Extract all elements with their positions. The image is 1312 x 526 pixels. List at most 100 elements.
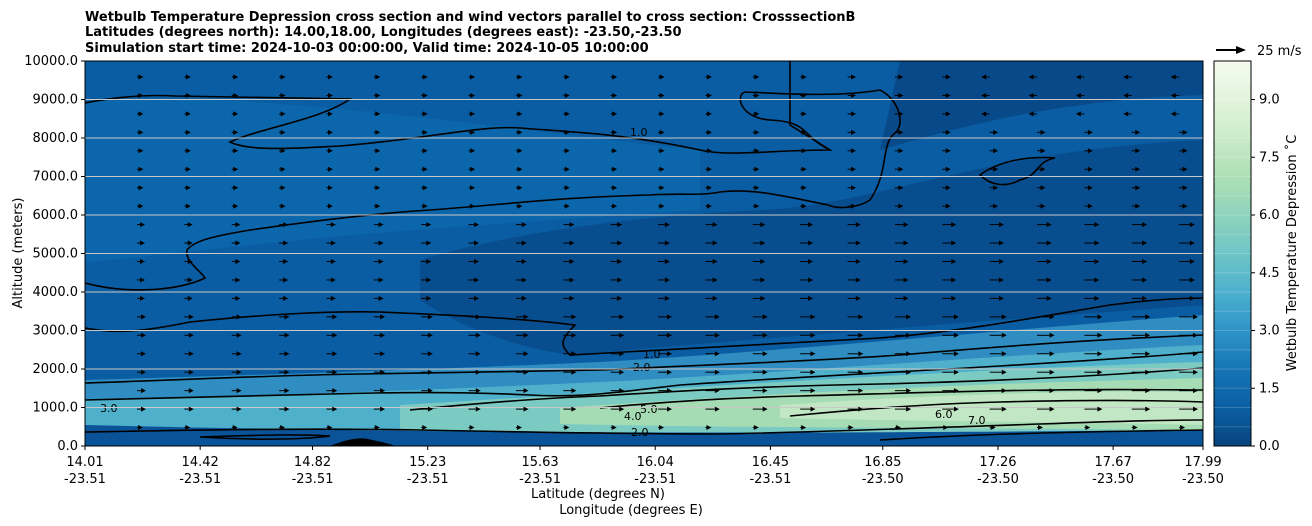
- wind-vector-head: [1180, 425, 1186, 431]
- wind-vector-head: [667, 314, 673, 320]
- wind-vector-head: [470, 166, 476, 172]
- wind-vector-head: [619, 314, 625, 320]
- wind-vector-head: [617, 222, 623, 228]
- wind-vector-head: [236, 388, 242, 394]
- y-gridlines: [85, 99, 1203, 408]
- wind-vector-head: [953, 332, 959, 338]
- wind-vector-head: [1001, 388, 1007, 394]
- wind-vector-head: [422, 425, 428, 431]
- wind-vector-head: [1182, 148, 1188, 154]
- wind-vector-head: [1097, 332, 1103, 338]
- wind-vector-head: [664, 240, 670, 246]
- x-axis-label-longitude: Longitude (degrees E): [559, 503, 703, 518]
- wind-vector-head: [801, 166, 807, 172]
- wind-vector-head: [138, 185, 144, 191]
- wind-vector-head: [851, 74, 857, 80]
- wind-vector-head: [612, 203, 618, 209]
- wind-vector-head: [1049, 351, 1055, 357]
- wind-vector-head: [945, 148, 951, 154]
- colorbar-tick-label: 3.0: [1259, 324, 1280, 339]
- wind-vector-head: [280, 203, 286, 209]
- x-tick-label-latitude: 17.26: [979, 455, 1016, 470]
- wind-vector-head: [943, 425, 949, 431]
- contour-surface-1: [85, 419, 1203, 435]
- wind-vector-head: [1094, 277, 1100, 283]
- wind-vector-head: [981, 74, 987, 80]
- wind-vector-head: [810, 369, 816, 375]
- wind-vector-head: [801, 129, 807, 135]
- wind-vector-head: [141, 406, 146, 412]
- wind-vector-head: [1094, 295, 1100, 301]
- wind-vector-head: [906, 406, 912, 412]
- wind-vector-head: [762, 369, 768, 375]
- wind-vector-head: [378, 295, 384, 301]
- wind-vector-head: [855, 240, 861, 246]
- wind-vector-head: [762, 314, 768, 320]
- wind-vector-head: [851, 111, 857, 117]
- contour-labels: 1.0 1.0 2.0 3.0 4.0 5.0 2.0 6.0 7.0: [100, 126, 986, 439]
- wind-vector-head: [810, 351, 816, 357]
- wind-vector-head: [280, 185, 286, 191]
- wind-vector-head: [619, 406, 625, 412]
- contour-surface-3: [879, 429, 1203, 441]
- contour-3: [85, 351, 1203, 401]
- wind-vector-head: [754, 129, 760, 135]
- wind-vector-head: [801, 74, 807, 80]
- wind-vector-head: [422, 203, 428, 209]
- wind-vector-head: [330, 259, 336, 264]
- wind-vector-head: [138, 148, 144, 154]
- wind-vector-head: [140, 295, 145, 301]
- wind-vector-head: [617, 240, 623, 246]
- wind-vector-head: [327, 92, 333, 98]
- wind-vector-head: [1085, 425, 1091, 431]
- wind-vector-head: [1123, 111, 1129, 117]
- contour-label-5-a: 5.0: [640, 403, 658, 416]
- wind-vector-head: [951, 259, 957, 264]
- x-tick-label-latitude: 14.82: [294, 455, 331, 470]
- wind-vector-head: [332, 406, 338, 412]
- wind-vector-head: [1145, 332, 1151, 338]
- wind-vector-head: [380, 314, 386, 320]
- wind-vector-head: [903, 240, 909, 246]
- wind-vector-head: [855, 222, 861, 228]
- wind-vector-head: [762, 351, 768, 357]
- contour-label-2-b: 2.0: [631, 426, 649, 439]
- wind-vector-head: [330, 295, 336, 301]
- wind-vector-head: [998, 295, 1004, 301]
- wind-vector-head: [188, 406, 194, 412]
- wind-vector-head: [1189, 277, 1195, 283]
- wind-vector-head: [712, 295, 718, 301]
- wind-vector-head: [427, 369, 433, 375]
- wind-vector-head: [619, 388, 625, 394]
- wind-vector-head: [470, 74, 476, 80]
- wind-vector-head: [1193, 369, 1199, 375]
- wind-vector-head: [426, 295, 432, 301]
- wind-vector-head: [667, 388, 673, 394]
- wind-vector-head: [664, 277, 670, 283]
- wind-vector-head: [185, 166, 191, 172]
- wind-vector-head: [1193, 332, 1199, 338]
- wind-vector-head: [187, 222, 193, 228]
- wind-vector-head: [659, 425, 665, 431]
- wind-vector-head: [858, 388, 864, 394]
- wind-vector-head: [569, 259, 575, 264]
- wind-vector-head: [659, 92, 665, 98]
- wind-vector-head: [1094, 222, 1100, 228]
- wind-vector-head: [474, 295, 480, 301]
- wind-vector-head: [422, 111, 428, 117]
- x-tick-label-latitude: 14.01: [66, 455, 103, 470]
- wind-vector-head: [474, 277, 480, 283]
- wind-vector-head: [712, 259, 718, 264]
- wind-vector-head: [706, 74, 712, 80]
- wind-vector-head: [283, 240, 289, 246]
- wind-vector-head: [754, 203, 760, 209]
- wind-vector-head: [754, 166, 760, 172]
- wind-vector-head: [619, 351, 625, 357]
- wind-vector-head: [1040, 203, 1046, 209]
- wind-vector-head: [612, 166, 618, 172]
- wind-vector-head: [1123, 92, 1129, 98]
- colorbar-tick-label: 1.5: [1259, 381, 1280, 396]
- wind-vector-head: [185, 425, 191, 431]
- wind-vector-head: [422, 129, 428, 135]
- filled-contour-dry-layer: [420, 140, 1203, 355]
